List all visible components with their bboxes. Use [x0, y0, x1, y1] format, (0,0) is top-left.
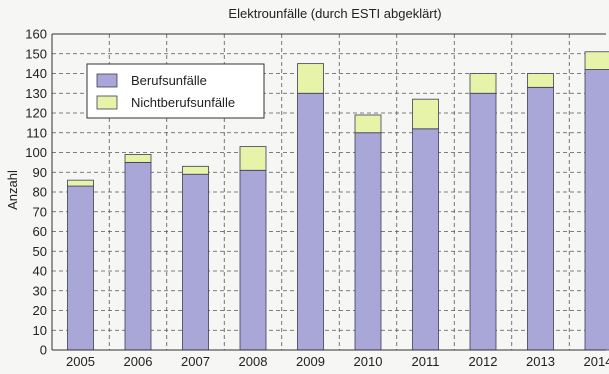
bar-nichtberufsunfaelle-2011 — [412, 98, 439, 130]
bar-nichtberufsunfaelle-2014 — [584, 51, 609, 70]
y-tick-label: 30 — [33, 283, 47, 298]
bar-berufsunfaelle-2007 — [182, 173, 209, 351]
legend-swatch — [96, 95, 118, 110]
bar-berufsunfaelle-2014 — [584, 69, 609, 351]
bar-berufsunfaelle-2005 — [67, 185, 94, 351]
y-tick-label: 40 — [33, 264, 47, 279]
y-tick-label: 130 — [25, 86, 47, 101]
bar-berufsunfaelle-2010 — [354, 132, 382, 351]
y-tick-label: 70 — [33, 204, 47, 219]
y-tick-label: 150 — [25, 46, 47, 61]
y-tick-label: 60 — [33, 224, 47, 239]
bars-layer — [67, 51, 609, 351]
y-tick-label: 100 — [25, 145, 47, 160]
x-tick-label: 2008 — [239, 354, 268, 369]
x-tick-label: 2009 — [296, 354, 325, 369]
y-tick-label: 10 — [33, 323, 47, 338]
legend-label: Nichtberufsunfälle — [131, 95, 235, 110]
x-tick-label: 2012 — [469, 354, 498, 369]
axis-layer: 0 10 20 30 40 50 60 70 80 90 100 110 120 130 140 150 160… — [25, 27, 609, 370]
bar-berufsunfaelle-2009 — [297, 92, 324, 351]
bar-berufsunfaelle-2006 — [124, 161, 152, 351]
legend-swatch — [96, 73, 118, 88]
bar-nichtberufsunfaelle-2013 — [527, 73, 554, 88]
y-tick-label: 80 — [33, 185, 47, 200]
x-tick-label: 2010 — [354, 354, 383, 369]
x-tick-label: 2007 — [181, 354, 210, 369]
y-tick-label: 0 — [40, 343, 47, 358]
y-tick-label: 90 — [33, 165, 47, 180]
x-tick-label: 2011 — [412, 354, 440, 369]
bar-nichtberufsunfaelle-2007 — [182, 165, 209, 175]
bar-nichtberufsunfaelle-2010 — [354, 114, 382, 134]
bar-nichtberufsunfaelle-2009 — [297, 63, 324, 94]
y-tick-label: 50 — [33, 244, 47, 259]
x-tick-label: 2006 — [124, 354, 153, 369]
x-tick-label: 2005 — [66, 354, 95, 369]
bar-nichtberufsunfaelle-2008 — [239, 146, 267, 171]
y-tick-label: 120 — [25, 106, 47, 121]
y-axis-label: Anzahl — [5, 170, 20, 210]
y-tick-label: 110 — [26, 125, 47, 140]
bar-nichtberufsunfaelle-2012 — [469, 73, 497, 94]
bar-berufsunfaelle-2008 — [239, 169, 267, 351]
chart-title: Elektrounfälle (durch ESTI abgeklärt) — [228, 6, 441, 21]
y-tick-label: 20 — [33, 303, 47, 318]
legend: Berufsunfälle Nichtberufsunfälle — [86, 63, 265, 119]
bar-berufsunfaelle-2012 — [469, 92, 497, 351]
y-tick-label: 140 — [25, 66, 47, 81]
bar-nichtberufsunfaelle-2005 — [67, 179, 94, 187]
legend-label: Berufsunfälle — [131, 73, 207, 88]
y-tick-label: 160 — [25, 27, 47, 42]
bar-berufsunfaelle-2011 — [412, 128, 439, 351]
x-tick-label: 2013 — [526, 354, 555, 369]
bar-nichtberufsunfaelle-2006 — [124, 154, 152, 163]
x-tick-label: 2014 — [584, 354, 609, 369]
bar-berufsunfaelle-2013 — [527, 86, 554, 351]
